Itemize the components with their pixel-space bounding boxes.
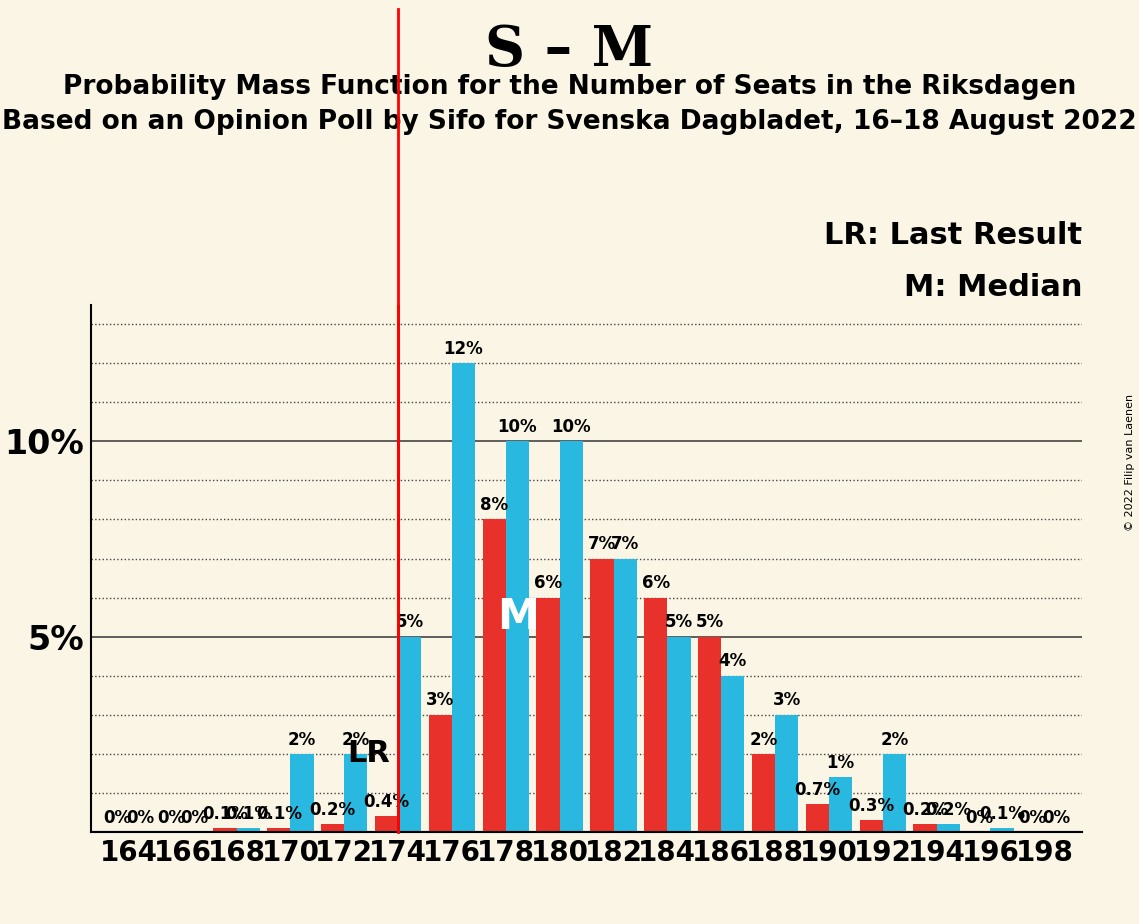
Bar	[698, 637, 721, 832]
Bar	[399, 637, 421, 832]
Bar	[268, 828, 290, 832]
Text: 2%: 2%	[880, 731, 909, 748]
Text: 0.1%: 0.1%	[980, 805, 1025, 822]
Text: 7%: 7%	[611, 535, 639, 553]
Bar	[645, 598, 667, 832]
Text: 0.1%: 0.1%	[256, 805, 302, 822]
Bar	[805, 804, 829, 832]
Bar	[375, 816, 399, 832]
Text: S – M: S – M	[485, 23, 654, 79]
Text: Based on an Opinion Poll by Sifo for Svenska Dagbladet, 16–18 August 2022: Based on an Opinion Poll by Sifo for Sve…	[2, 109, 1137, 135]
Text: 2%: 2%	[342, 731, 370, 748]
Text: M: Median: M: Median	[903, 274, 1082, 302]
Text: 1%: 1%	[827, 754, 854, 772]
Bar	[860, 820, 883, 832]
Bar	[213, 828, 237, 832]
Text: LR: Last Result: LR: Last Result	[823, 221, 1082, 249]
Bar	[829, 777, 852, 832]
Text: 0%: 0%	[965, 808, 993, 827]
Text: 0.4%: 0.4%	[363, 793, 410, 811]
Text: 0%: 0%	[126, 808, 155, 827]
Text: 0%: 0%	[104, 808, 131, 827]
Text: 10%: 10%	[498, 419, 538, 436]
Bar	[752, 754, 775, 832]
Text: M: M	[497, 596, 538, 638]
Bar	[721, 675, 745, 832]
Bar	[506, 442, 528, 832]
Bar	[913, 824, 936, 832]
Bar	[590, 558, 614, 832]
Bar	[667, 637, 690, 832]
Text: Probability Mass Function for the Number of Seats in the Riksdagen: Probability Mass Function for the Number…	[63, 74, 1076, 100]
Bar	[321, 824, 344, 832]
Text: 5%: 5%	[395, 614, 424, 631]
Text: 0.1%: 0.1%	[202, 805, 248, 822]
Bar	[559, 442, 583, 832]
Text: LR: LR	[347, 739, 390, 768]
Bar	[614, 558, 637, 832]
Text: 8%: 8%	[481, 496, 508, 515]
Bar	[452, 363, 475, 832]
Text: 4%: 4%	[719, 652, 747, 671]
Bar	[290, 754, 313, 832]
Bar	[936, 824, 960, 832]
Text: 0.2%: 0.2%	[902, 801, 948, 819]
Text: 2%: 2%	[288, 731, 317, 748]
Text: 6%: 6%	[641, 575, 670, 592]
Text: 5%: 5%	[696, 614, 723, 631]
Bar	[991, 828, 1014, 832]
Text: 3%: 3%	[772, 691, 801, 710]
Text: © 2022 Filip van Laenen: © 2022 Filip van Laenen	[1125, 394, 1134, 530]
Text: 3%: 3%	[426, 691, 454, 710]
Bar	[344, 754, 368, 832]
Text: 0%: 0%	[180, 808, 208, 827]
Text: 0%: 0%	[1042, 808, 1070, 827]
Bar	[428, 714, 452, 832]
Text: 0%: 0%	[1018, 808, 1047, 827]
Bar	[883, 754, 906, 832]
Text: 7%: 7%	[588, 535, 616, 553]
Text: 0%: 0%	[157, 808, 186, 827]
Bar	[237, 828, 260, 832]
Bar	[775, 714, 798, 832]
Text: 0.7%: 0.7%	[794, 781, 841, 799]
Text: 0.3%: 0.3%	[849, 796, 894, 815]
Text: 2%: 2%	[749, 731, 778, 748]
Text: 10%: 10%	[551, 419, 591, 436]
Text: 0.2%: 0.2%	[310, 801, 355, 819]
Bar	[483, 519, 506, 832]
Text: 12%: 12%	[444, 340, 483, 359]
Text: 5%: 5%	[665, 614, 693, 631]
Text: 6%: 6%	[534, 575, 563, 592]
Text: 0.1%: 0.1%	[226, 805, 271, 822]
Text: 0.2%: 0.2%	[925, 801, 972, 819]
Bar	[536, 598, 559, 832]
